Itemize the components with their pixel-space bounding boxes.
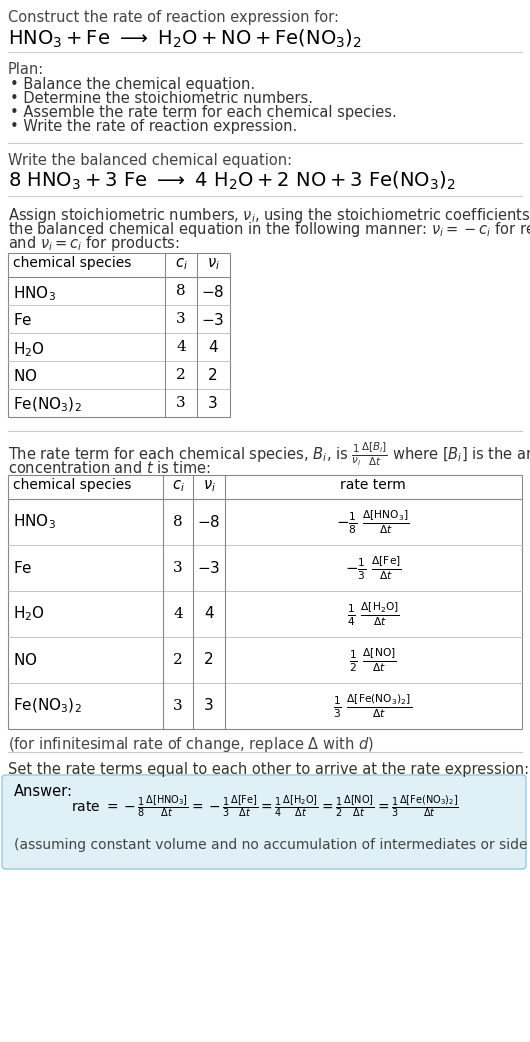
Text: 2: 2 [176,368,186,382]
Text: 3: 3 [173,561,183,575]
Text: $\mathrm{Fe(NO_3)_2}$: $\mathrm{Fe(NO_3)_2}$ [13,396,82,415]
Text: rate term: rate term [340,478,406,492]
Text: $\nu_i$: $\nu_i$ [202,478,216,494]
Text: 4: 4 [208,340,218,355]
Text: $\mathrm{Fe}$: $\mathrm{Fe}$ [13,312,32,328]
Text: 4: 4 [204,606,214,621]
Text: Plan:: Plan: [8,63,44,77]
Text: 8: 8 [173,515,183,529]
Text: $\frac{1}{2}\ \frac{\Delta[\mathrm{NO}]}{\Delta t}$: $\frac{1}{2}\ \frac{\Delta[\mathrm{NO}]}… [349,646,397,674]
Text: Construct the rate of reaction expression for:: Construct the rate of reaction expressio… [8,10,339,25]
Text: 2: 2 [208,368,218,383]
Text: $\mathrm{H_2O}$: $\mathrm{H_2O}$ [13,604,45,623]
Text: $\mathrm{NO}$: $\mathrm{NO}$ [13,368,38,384]
Text: Set the rate terms equal to each other to arrive at the rate expression:: Set the rate terms equal to each other t… [8,762,529,777]
Text: 3: 3 [204,698,214,714]
Text: $\mathrm{Fe}$: $\mathrm{Fe}$ [13,560,32,576]
Text: 2: 2 [204,652,214,668]
Text: $\mathrm{NO}$: $\mathrm{NO}$ [13,652,38,668]
Text: chemical species: chemical species [13,478,131,492]
Text: $\mathrm{8\ HNO_3 + 3\ Fe\ \longrightarrow\ 4\ H_2O + 2\ NO + 3\ Fe(NO_3)_2}$: $\mathrm{8\ HNO_3 + 3\ Fe\ \longrightarr… [8,170,456,193]
Bar [8,253,230,417]
Text: $\mathrm{Fe(NO_3)_2}$: $\mathrm{Fe(NO_3)_2}$ [13,697,82,715]
Text: $\frac{1}{4}\ \frac{\Delta[\mathrm{H_2O}]}{\Delta t}$: $\frac{1}{4}\ \frac{\Delta[\mathrm{H_2O}… [347,600,400,628]
Text: 3: 3 [208,396,218,411]
Text: 3: 3 [176,396,186,410]
Text: (for infinitesimal rate of change, replace $\Delta$ with $d$): (for infinitesimal rate of change, repla… [8,735,374,754]
Text: $\mathrm{HNO_3}$: $\mathrm{HNO_3}$ [13,513,56,531]
Text: $-\frac{1}{3}\ \frac{\Delta[\mathrm{Fe}]}{\Delta t}$: $-\frac{1}{3}\ \frac{\Delta[\mathrm{Fe}]… [344,554,401,581]
Text: • Assemble the rate term for each chemical species.: • Assemble the rate term for each chemic… [10,105,397,120]
FancyBboxPatch shape [2,775,526,869]
Text: $\mathrm{HNO_3}$: $\mathrm{HNO_3}$ [13,284,56,302]
Text: (assuming constant volume and no accumulation of intermediates or side products): (assuming constant volume and no accumul… [14,838,530,852]
Text: $-8$: $-8$ [197,514,220,530]
Text: • Determine the stoichiometric numbers.: • Determine the stoichiometric numbers. [10,91,313,106]
Text: 3: 3 [176,312,186,326]
Bar [8,475,522,729]
Text: $\mathrm{HNO_3 + Fe\ \longrightarrow\ H_2O + NO + Fe(NO_3)_2}$: $\mathrm{HNO_3 + Fe\ \longrightarrow\ H_… [8,28,362,50]
Text: The rate term for each chemical species, $B_i$, is $\frac{1}{\nu_i}\frac{\Delta[: The rate term for each chemical species,… [8,441,530,469]
Text: Answer:: Answer: [14,784,73,799]
Text: $\mathrm{H_2O}$: $\mathrm{H_2O}$ [13,340,45,358]
Text: 4: 4 [176,340,186,354]
Text: $\nu_i$: $\nu_i$ [207,256,219,272]
Text: • Write the rate of reaction expression.: • Write the rate of reaction expression. [10,119,297,134]
Text: $c_i$: $c_i$ [174,256,188,272]
Text: • Balance the chemical equation.: • Balance the chemical equation. [10,77,255,92]
Text: rate $= -\frac{1}{8}\frac{\Delta[\mathrm{HNO_3}]}{\Delta t} = -\frac{1}{3}\frac{: rate $= -\frac{1}{8}\frac{\Delta[\mathrm… [71,793,459,819]
Text: 3: 3 [173,699,183,713]
Text: $-\frac{1}{8}\ \frac{\Delta[\mathrm{HNO_3}]}{\Delta t}$: $-\frac{1}{8}\ \frac{\Delta[\mathrm{HNO_… [336,508,410,536]
Text: $-3$: $-3$ [201,312,225,328]
Text: Write the balanced chemical equation:: Write the balanced chemical equation: [8,153,292,168]
Text: 2: 2 [173,653,183,667]
Text: concentration and $t$ is time:: concentration and $t$ is time: [8,460,211,476]
Text: 8: 8 [176,284,186,298]
Text: $-8$: $-8$ [201,284,225,300]
Text: 4: 4 [173,607,183,621]
Text: Assign stoichiometric numbers, $\nu_i$, using the stoichiometric coefficients, $: Assign stoichiometric numbers, $\nu_i$, … [8,206,530,225]
Text: the balanced chemical equation in the following manner: $\nu_i = -c_i$ for react: the balanced chemical equation in the fo… [8,220,530,239]
Text: $c_i$: $c_i$ [172,478,184,494]
Text: $-3$: $-3$ [197,560,220,576]
Text: $\frac{1}{3}\ \frac{\Delta[\mathrm{Fe(NO_3)_2}]}{\Delta t}$: $\frac{1}{3}\ \frac{\Delta[\mathrm{Fe(NO… [333,692,412,720]
Text: chemical species: chemical species [13,256,131,270]
Text: and $\nu_i = c_i$ for products:: and $\nu_i = c_i$ for products: [8,234,180,253]
